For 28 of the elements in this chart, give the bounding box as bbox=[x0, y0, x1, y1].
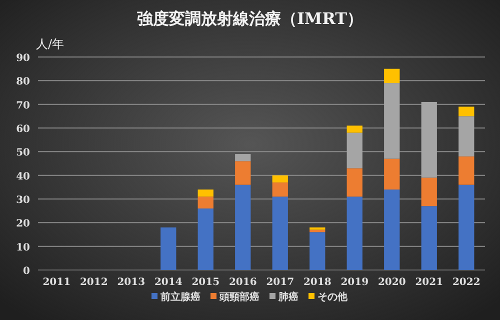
y-axis-title: 人/年 bbox=[36, 37, 64, 51]
x-tick-label: 2015 bbox=[192, 277, 220, 288]
x-tick-label: 2016 bbox=[228, 277, 257, 288]
legend-label: その他 bbox=[318, 291, 348, 303]
legend-label: 前立腺癌 bbox=[160, 291, 200, 303]
y-tick-label: 20 bbox=[16, 218, 30, 230]
x-tick-label: 2012 bbox=[80, 277, 108, 288]
x-tick-label: 2021 bbox=[415, 277, 444, 288]
x-tick-label: 2022 bbox=[452, 277, 480, 288]
y-tick-label: 0 bbox=[23, 266, 30, 277]
y-tick-label: 60 bbox=[16, 124, 30, 135]
x-tick-label: 2013 bbox=[117, 277, 146, 288]
legend-label: 肺癌 bbox=[278, 291, 298, 303]
y-tick-label: 50 bbox=[16, 148, 30, 159]
y-tick-label: 90 bbox=[16, 53, 30, 64]
y-tick-label: 70 bbox=[16, 100, 30, 112]
chart-title: 強度変調放射線治療（IMRT） bbox=[136, 9, 364, 28]
y-tick-label: 40 bbox=[16, 171, 30, 182]
y-tick-label: 30 bbox=[16, 195, 30, 206]
x-tick-label: 2014 bbox=[154, 277, 182, 288]
x-tick-label: 2019 bbox=[340, 277, 369, 288]
y-tick-label: 10 bbox=[16, 242, 30, 254]
x-tick-label: 2018 bbox=[303, 277, 332, 288]
legend-label: 頭頸部癌 bbox=[218, 291, 260, 303]
y-tick-label: 80 bbox=[16, 76, 30, 88]
x-tick-label: 2017 bbox=[266, 277, 294, 288]
x-tick-label: 2011 bbox=[42, 277, 71, 288]
x-tick-label: 2020 bbox=[378, 277, 406, 288]
